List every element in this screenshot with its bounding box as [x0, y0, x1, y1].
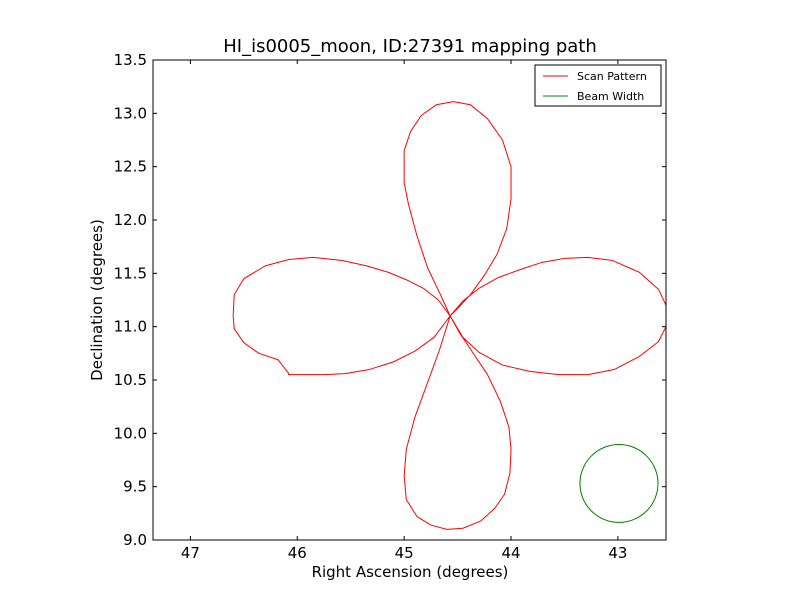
y-tick-label: 10.5 [114, 371, 147, 389]
x-tick-label: 45 [395, 544, 414, 562]
y-tick-label: 12.5 [114, 158, 147, 176]
plot-frame [152, 59, 667, 541]
x-tick-label: 46 [288, 544, 307, 562]
series-beam-width-circle [579, 444, 659, 523]
y-tick-label: 10.0 [114, 424, 147, 442]
legend-label-scan-pattern: Scan Pattern [577, 70, 647, 83]
y-axis-ticks: 9.0 9.5 10.0 10.5 11.0 11.5 12.0 12.5 13.0 13.5 [114, 51, 666, 549]
y-tick-label: 11.0 [114, 318, 147, 336]
y-tick-label: 13.0 [114, 104, 147, 122]
x-tick-label: 47 [181, 544, 200, 562]
plot-area [153, 60, 666, 540]
x-axis-ticks: 47 46 45 44 43 [181, 60, 627, 562]
data-layer [232, 101, 666, 530]
y-tick-label: 9.0 [123, 531, 147, 549]
y-tick-label: 13.5 [114, 51, 147, 69]
y-tick-label: 12.0 [114, 211, 147, 229]
x-axis-label: Right Ascension (degrees) [312, 563, 509, 581]
x-tick-label: 43 [608, 544, 627, 562]
series-scan-pattern-line [232, 101, 666, 530]
y-tick-label: 9.5 [123, 478, 147, 496]
y-axis-label: Declination (degrees) [88, 219, 106, 381]
legend-box [534, 64, 662, 107]
x-tick-label: 44 [501, 544, 520, 562]
chart-title: HI_is0005_moon, ID:27391 mapping path [223, 36, 597, 57]
y-tick-label: 11.5 [114, 264, 147, 282]
legend: Scan Pattern Beam Width [534, 64, 662, 107]
legend-label-beam-width: Beam Width [577, 90, 644, 103]
